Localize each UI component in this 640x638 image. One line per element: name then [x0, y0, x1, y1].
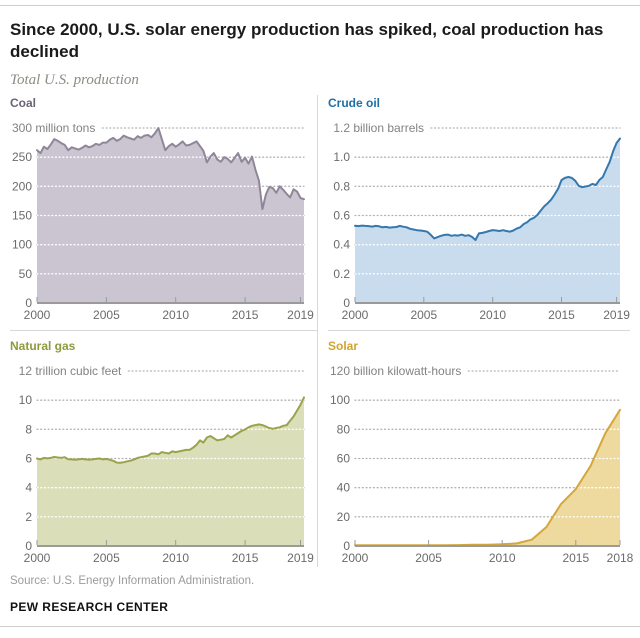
crude-oil-panel: Crude oil 1.2 billion barrels 2000 2005 201…: [328, 95, 630, 331]
coal-chart: 300 million tons 2000 2005 2010 2015 2019 0 50 1…: [12, 121, 314, 322]
natural-gas-unit-label: 12 trillion cubic feet: [19, 364, 122, 378]
svg-text:2010: 2010: [479, 308, 506, 322]
svg-text:0.8: 0.8: [333, 179, 350, 193]
charts-grid: Coal 300 million tons 2000 2005 2010 2015 201…: [10, 94, 634, 567]
svg-text:2019: 2019: [603, 308, 630, 322]
svg-text:100: 100: [12, 237, 32, 251]
top-divider: [0, 5, 640, 6]
svg-text:2019: 2019: [287, 308, 314, 322]
bottom-divider: [0, 625, 640, 627]
natural-gas-panel: Natural gas 12 trillion cubic feet 2000 20…: [10, 330, 318, 567]
svg-text:0.6: 0.6: [333, 208, 350, 222]
svg-text:2000: 2000: [24, 308, 51, 322]
svg-text:2010: 2010: [489, 551, 516, 565]
svg-text:2015: 2015: [562, 551, 589, 565]
svg-text:1.0: 1.0: [333, 150, 350, 164]
svg-text:0: 0: [343, 296, 350, 310]
svg-text:0.2: 0.2: [333, 266, 350, 280]
svg-text:2005: 2005: [93, 308, 120, 322]
svg-text:80: 80: [337, 422, 351, 436]
svg-text:2018: 2018: [607, 551, 634, 565]
crude-oil-chart: 1.2 billion barrels 2000 2005 2010 2015 2019 0…: [333, 121, 630, 322]
svg-text:0: 0: [25, 296, 32, 310]
page-title: Since 2000, U.S. solar energy production…: [10, 20, 604, 61]
svg-text:6: 6: [25, 451, 32, 465]
svg-text:200: 200: [12, 179, 32, 193]
svg-text:2015: 2015: [232, 308, 259, 322]
solar-chart: 120 billion kilowatt-hours 2000 2005 2010 20…: [330, 364, 634, 565]
svg-text:2010: 2010: [162, 308, 189, 322]
svg-text:2015: 2015: [232, 551, 259, 565]
svg-text:8: 8: [25, 422, 32, 436]
solar-chart-title: Solar: [328, 338, 359, 353]
svg-text:2019: 2019: [287, 551, 314, 565]
svg-text:2000: 2000: [342, 308, 369, 322]
svg-text:2005: 2005: [93, 551, 120, 565]
svg-text:2005: 2005: [410, 308, 437, 322]
svg-text:0: 0: [343, 539, 350, 553]
svg-text:100: 100: [330, 393, 350, 407]
natural-gas-chart-title: Natural gas: [10, 338, 76, 353]
page-subtitle: Total U.S. production: [10, 71, 139, 88]
solar-unit-label: 120 billion kilowatt-hours: [330, 364, 461, 378]
svg-text:250: 250: [12, 150, 32, 164]
svg-text:0: 0: [25, 539, 32, 553]
svg-text:2015: 2015: [548, 308, 575, 322]
crude-oil-unit-label: 1.2 billion barrels: [333, 121, 424, 135]
coal-unit-label: 300 million tons: [12, 121, 95, 135]
svg-text:150: 150: [12, 208, 32, 222]
svg-text:2010: 2010: [162, 551, 189, 565]
svg-text:50: 50: [19, 266, 33, 280]
svg-text:40: 40: [337, 480, 351, 494]
coal-chart-title: Coal: [10, 95, 37, 110]
svg-text:4: 4: [25, 480, 32, 494]
svg-text:0.4: 0.4: [333, 237, 350, 251]
svg-text:2005: 2005: [415, 551, 442, 565]
svg-text:20: 20: [337, 509, 351, 523]
svg-text:2000: 2000: [342, 551, 369, 565]
coal-panel: Coal 300 million tons 2000 2005 2010 2015 201…: [10, 94, 318, 331]
svg-text:60: 60: [337, 451, 351, 465]
svg-text:2: 2: [25, 509, 32, 523]
solar-panel: Solar 120 billion kilowatt-hours 2000 2005…: [328, 331, 634, 567]
svg-text:2000: 2000: [24, 551, 51, 565]
source-note: Source: U.S. Energy Information Administ…: [10, 574, 255, 587]
brand-footer: PEW RESEARCH CENTER: [10, 599, 169, 614]
crude-oil-chart-title: Crude oil: [328, 95, 381, 110]
svg-text:10: 10: [19, 393, 33, 407]
